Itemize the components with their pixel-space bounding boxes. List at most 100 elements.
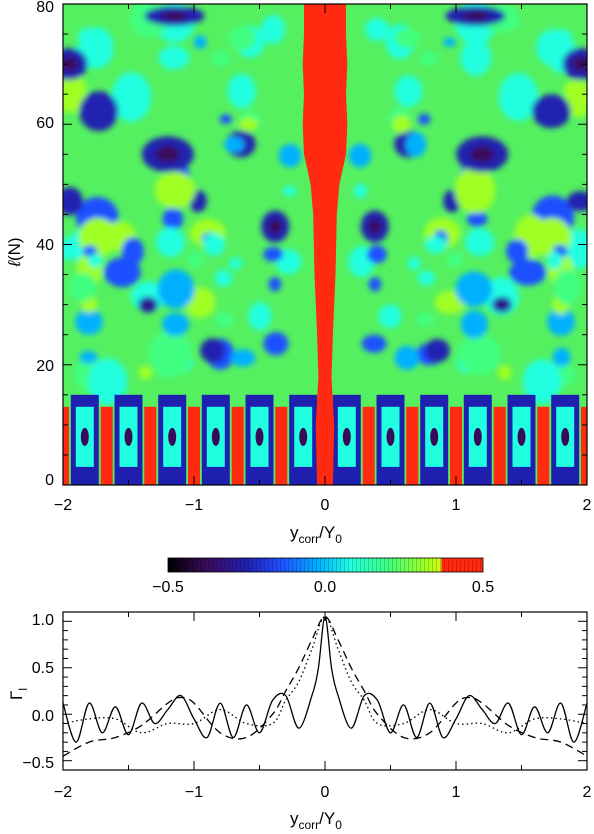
heatmap-blob: [460, 310, 489, 339]
colorbar-stripes: [168, 558, 483, 572]
heatmap-x-tick-1: −1: [185, 497, 203, 514]
heatmap-blob: [138, 365, 153, 380]
heatmap-red-stripe: [144, 406, 157, 485]
heatmap-blob: [263, 247, 284, 262]
heatmap-blob: [424, 338, 450, 363]
heatmap-blob: [497, 301, 507, 309]
heatmap-blobs: [63, 4, 587, 406]
heatmap-cell-center: [561, 427, 570, 446]
heatmap-blob: [416, 313, 435, 327]
heatmap-blob: [223, 136, 245, 153]
heatmap-blob: [443, 37, 457, 47]
heatmap-blob: [154, 171, 196, 209]
colorbar-frame: [167, 557, 484, 573]
heatmap-blob: [268, 277, 282, 292]
heatmap-blob: [418, 113, 431, 125]
heatmap-blob: [63, 56, 78, 72]
heatmap-blob: [353, 183, 368, 199]
heatmap-blob: [162, 207, 184, 231]
heatmap-red-stripe: [581, 406, 587, 485]
line-x-tick-0: −2: [54, 784, 72, 801]
heatmap-blob: [63, 186, 83, 216]
heatmap-blob: [425, 236, 447, 254]
heatmap-blob: [547, 308, 575, 336]
heatmap-blob: [446, 251, 464, 268]
heatmap-blob: [506, 239, 529, 264]
heatmap-blob: [368, 277, 382, 292]
heatmap-blob: [148, 331, 193, 379]
heatmap-blob: [470, 146, 494, 163]
heatmap-blob: [63, 74, 87, 105]
heatmap-cell-center: [473, 427, 482, 446]
heatmap-blob: [282, 185, 297, 197]
line-x-tick-1: −1: [185, 784, 203, 801]
heatmap-blob: [553, 269, 582, 305]
heatmap-x-tick-0: −2: [54, 497, 72, 514]
heatmap-blob: [536, 29, 570, 67]
heatmap-red-stripe: [406, 406, 419, 485]
heatmap-blob: [230, 349, 256, 367]
heatmap-x-tick-3: 1: [452, 497, 461, 514]
heatmap-cells: [63, 394, 587, 485]
heatmap-blob: [194, 35, 207, 49]
heatmap-blob: [229, 25, 256, 51]
heatmap-red-stripe: [188, 406, 200, 485]
heatmap-cell-center: [211, 427, 220, 446]
heatmap-blob: [394, 345, 420, 370]
line-y-tick-0: −0.5: [22, 755, 54, 772]
heatmap-cell-center: [386, 427, 395, 446]
heatmap-blob: [203, 233, 225, 256]
line-series-solid: [63, 615, 587, 743]
heatmap-field: [63, 4, 587, 485]
heatmap-blob: [75, 309, 103, 335]
heatmap-cell-center: [299, 427, 308, 446]
heatmap-blob: [186, 251, 204, 268]
heatmap-blob: [160, 11, 188, 21]
heatmap-blob: [547, 251, 563, 270]
heatmap-blob: [167, 52, 183, 68]
heatmap-blob: [263, 332, 289, 356]
heatmap-blob: [509, 259, 547, 286]
heatmap-y-tick-2: 40: [36, 237, 54, 254]
heatmap-central-ridge: [302, 4, 348, 485]
heatmap-blob: [87, 253, 103, 268]
line-x-tick-4: 2: [583, 784, 592, 801]
heatmap-cell-center: [255, 427, 264, 446]
heatmap-blob: [361, 334, 387, 353]
heatmap-blob: [455, 271, 493, 307]
heatmap-blob: [68, 272, 97, 302]
heatmap-blob: [227, 73, 256, 109]
heatmap-blob: [278, 144, 302, 168]
line-x-tick-2: 0: [321, 784, 330, 801]
heatmap-red-stripe: [63, 406, 69, 485]
heatmap-blob: [88, 358, 128, 406]
heatmap-x-tick-4: 2: [583, 497, 592, 514]
line-y-tick-1: 0.0: [32, 708, 54, 725]
heatmap-blob: [161, 312, 190, 336]
heatmap-blob: [466, 211, 488, 227]
heatmap-cell-center: [124, 427, 133, 446]
heatmap-blob: [407, 256, 421, 271]
heatmap-blob: [454, 167, 496, 214]
line-y-label: Γl: [7, 688, 30, 700]
heatmap-cell-center: [517, 427, 526, 446]
heatmap-cell-center: [80, 427, 89, 446]
heatmap-panel: −2 −1 0 1 2 0 20 40 60 80 ycorr/Y0 ℓ(N): [5, 0, 592, 546]
heatmap-blob: [368, 219, 382, 234]
colorbar-tick-mid: 0.0: [314, 579, 336, 596]
heatmap-blob: [79, 91, 119, 132]
heatmap-blob: [531, 94, 571, 129]
heatmap-x-tick-2: 0: [321, 497, 330, 514]
line-y-tick-2: 0.5: [32, 660, 54, 677]
heatmap-blob: [572, 56, 587, 72]
heatmap-red-stripe: [231, 406, 244, 485]
heatmap-cell-center: [430, 427, 439, 446]
heatmap-blob: [219, 114, 232, 124]
heatmap-y-tick-0: 0: [45, 472, 54, 489]
heatmap-blob: [462, 11, 490, 21]
heatmap-blob: [465, 228, 495, 257]
heatmap-red-stripe: [450, 406, 462, 485]
heatmap-blob: [248, 302, 272, 331]
heatmap-blob: [366, 245, 387, 264]
